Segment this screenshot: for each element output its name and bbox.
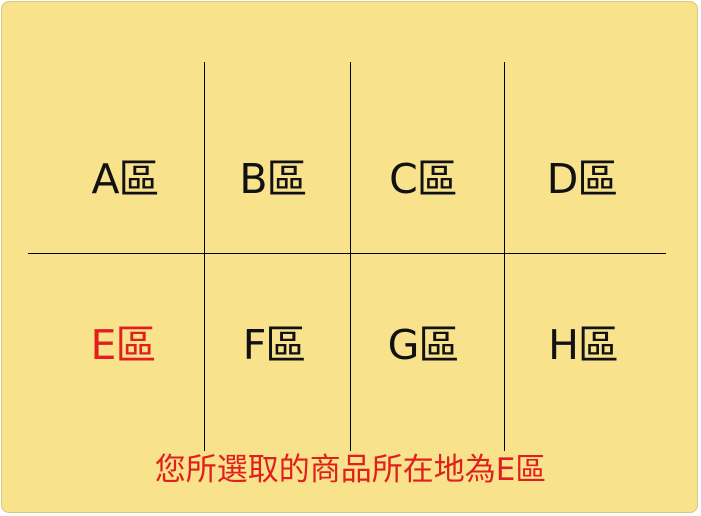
zone-b[interactable]: B區 bbox=[239, 155, 307, 203]
zone-d[interactable]: D區 bbox=[546, 155, 619, 203]
zone-c[interactable]: C區 bbox=[389, 155, 458, 203]
zone-h[interactable]: H區 bbox=[548, 321, 619, 369]
grid-line-vertical-2 bbox=[350, 62, 351, 451]
zone-e[interactable]: E區 bbox=[90, 321, 157, 369]
selection-message: 您所選取的商品所在地為E區 bbox=[154, 452, 547, 488]
grid-line-vertical-1 bbox=[204, 62, 205, 451]
zone-f[interactable]: F區 bbox=[242, 321, 307, 369]
zone-a[interactable]: A區 bbox=[91, 155, 159, 203]
grid-line-vertical-3 bbox=[504, 62, 505, 451]
zone-g[interactable]: G區 bbox=[387, 321, 460, 369]
grid-line-horizontal bbox=[28, 253, 666, 254]
